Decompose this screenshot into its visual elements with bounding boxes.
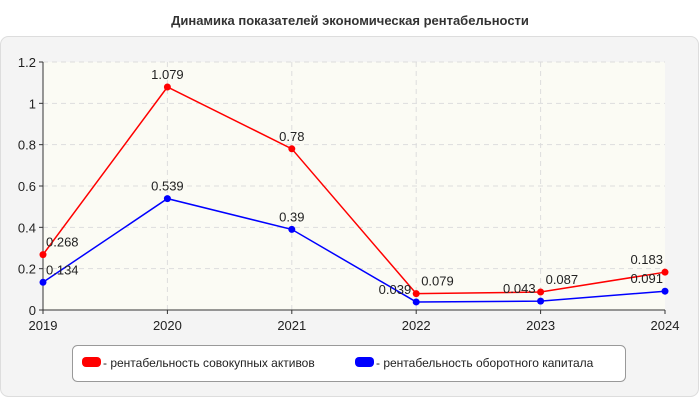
- x-tick-label: 2023: [526, 318, 555, 333]
- legend-label[interactable]: - рентабельность совокупных активов: [103, 356, 315, 370]
- data-point[interactable]: [288, 145, 296, 153]
- data-label: 0.091: [630, 271, 663, 286]
- series-line: [42, 197, 666, 303]
- data-label: 0.087: [546, 272, 579, 287]
- data-label: 0.268: [46, 235, 79, 250]
- x-tick-label: 2019: [29, 318, 58, 333]
- data-point[interactable]: [163, 195, 171, 203]
- data-label: 1.079: [151, 67, 184, 82]
- x-tick-label: 2022: [402, 318, 431, 333]
- data-label: 0.079: [421, 274, 454, 289]
- data-point[interactable]: [661, 287, 669, 295]
- x-tick-label: 2021: [277, 318, 306, 333]
- data-point[interactable]: [39, 251, 47, 259]
- data-point[interactable]: [39, 278, 47, 286]
- y-tick-label: 0.2: [18, 262, 36, 277]
- series-line: [42, 86, 666, 295]
- data-label: 0.183: [630, 252, 663, 267]
- y-tick-label: 1.2: [18, 55, 36, 70]
- legend-label[interactable]: - рентабельность оборотного капитала: [376, 356, 594, 370]
- data-label: 0.539: [151, 179, 184, 194]
- data-point[interactable]: [163, 83, 171, 91]
- y-tick-label: 0: [29, 303, 36, 318]
- legend-swatch: [82, 357, 101, 367]
- data-label: 0.78: [279, 129, 304, 144]
- data-point[interactable]: [661, 268, 669, 276]
- y-tick-label: 0.6: [18, 179, 36, 194]
- data-point[interactable]: [537, 288, 545, 296]
- y-tick-label: 0.4: [18, 220, 36, 235]
- legend: [72, 345, 626, 382]
- data-point[interactable]: [537, 297, 545, 305]
- x-tick-label: 2024: [651, 318, 680, 333]
- data-label: 0.134: [46, 262, 79, 277]
- data-point[interactable]: [412, 298, 420, 306]
- data-label: 0.043: [503, 281, 536, 296]
- chart-title: Динамика показателей экономическая рента…: [171, 13, 529, 28]
- data-point[interactable]: [412, 290, 420, 298]
- legend-swatch: [355, 357, 374, 367]
- y-tick-label: 1: [29, 96, 36, 111]
- y-tick-label: 0.8: [18, 138, 36, 153]
- data-label: 0.039: [379, 282, 412, 297]
- data-point[interactable]: [288, 225, 296, 233]
- x-tick-label: 2020: [153, 318, 182, 333]
- data-label: 0.39: [279, 209, 304, 224]
